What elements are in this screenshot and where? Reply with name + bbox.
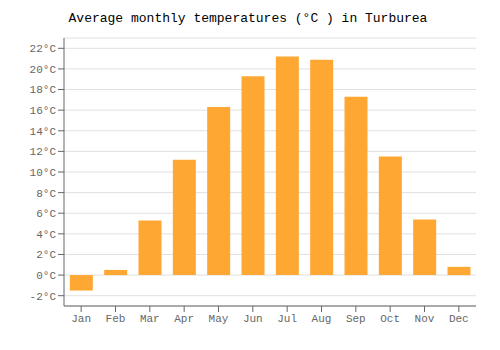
- svg-text:8°C: 8°C: [36, 188, 56, 200]
- svg-text:16°C: 16°C: [30, 105, 57, 117]
- html-text:Average monthly temperatures (: Average monthly temperatures (°C ) in Tu…: [68, 11, 428, 26]
- svg-text:-2°C: -2°C: [30, 291, 57, 303]
- svg-text:Jul: Jul: [277, 313, 297, 325]
- svg-text:Jun: Jun: [243, 313, 263, 325]
- svg-text:4°C: 4°C: [36, 229, 56, 241]
- svg-text:Nov: Nov: [415, 313, 435, 325]
- svg-text:6°C: 6°C: [36, 208, 56, 220]
- svg-text:0°C: 0°C: [36, 270, 56, 282]
- svg-text:20°C: 20°C: [30, 64, 57, 76]
- svg-text:Apr: Apr: [174, 313, 194, 325]
- svg-text:May: May: [209, 313, 229, 325]
- svg-text:Oct: Oct: [380, 313, 400, 325]
- svg-text:Dec: Dec: [449, 313, 469, 325]
- svg-text:12°C: 12°C: [30, 146, 57, 158]
- svg-text:Aug: Aug: [312, 313, 332, 325]
- svg-text:18°C: 18°C: [30, 84, 57, 96]
- svg-text:2°C: 2°C: [36, 249, 56, 261]
- svg-text:Jan: Jan: [71, 313, 91, 325]
- svg-text:Mar: Mar: [140, 313, 160, 325]
- svg-text:Feb: Feb: [106, 313, 126, 325]
- svg-text:22°C: 22°C: [30, 43, 57, 55]
- svg-text:10°C: 10°C: [30, 167, 57, 179]
- svg-text:Sep: Sep: [346, 313, 366, 325]
- svg-text:14°C: 14°C: [30, 126, 57, 138]
